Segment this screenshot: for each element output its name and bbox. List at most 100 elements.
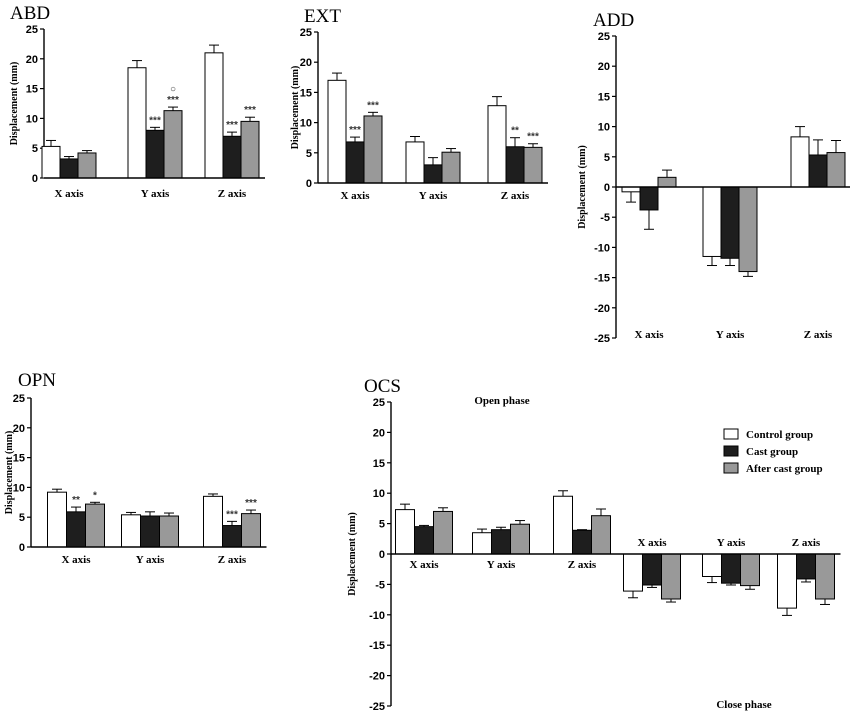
x-category-label: Z axis <box>568 559 597 571</box>
y-tick-label: 0 <box>604 182 610 194</box>
y-tick-label: 20 <box>26 54 38 66</box>
y-tick-label: 25 <box>26 24 38 36</box>
x-category-label: X axis <box>409 559 439 571</box>
bar <box>240 120 260 179</box>
x-category-label: X axis <box>634 329 664 341</box>
significance-mark: *** <box>367 100 379 111</box>
chart-title: OCS <box>364 376 401 397</box>
x-category-label: Z axis <box>501 190 530 202</box>
y-tick-label: -20 <box>594 303 610 315</box>
significance-mark: *** <box>244 105 256 116</box>
bar <box>441 151 461 184</box>
y-axis-label: Displacement (mm) <box>4 431 15 515</box>
y-tick-label: -15 <box>594 273 610 285</box>
legend-label: Control group <box>746 429 813 441</box>
bar <box>423 164 443 184</box>
y-tick-label: -25 <box>594 333 610 345</box>
x-category-label: X axis <box>54 188 84 200</box>
legend: Control group Cast group After cast group <box>723 428 823 475</box>
y-tick-label: 25 <box>13 393 25 405</box>
y-tick-label: 0 <box>306 178 312 190</box>
bar <box>621 186 641 193</box>
y-axis-label: Displacement (mm) <box>9 62 20 146</box>
bar <box>720 186 740 259</box>
x-category-label: Y axis <box>717 537 746 549</box>
significance-mark: ** <box>72 495 80 506</box>
y-tick-label: -10 <box>594 242 610 254</box>
bar <box>523 146 543 184</box>
significance-mark: *** <box>226 120 238 131</box>
x-category-label: X axis <box>61 554 91 566</box>
y-tick-label: 20 <box>373 427 385 439</box>
significance-mark: ** <box>511 126 519 137</box>
y-tick-label: 5 <box>19 512 25 524</box>
y-tick-label: 10 <box>373 488 385 500</box>
bar <box>572 529 592 555</box>
chart-ocs: OCS -25 -20 -15 -10 -5 0 5 10 15 20 25 Displacement … <box>347 376 841 713</box>
bar <box>721 553 741 584</box>
bar <box>826 152 846 188</box>
bar <box>639 186 659 211</box>
bar <box>796 553 816 580</box>
y-tick-label: 10 <box>300 118 312 130</box>
chart-title: EXT <box>304 6 341 27</box>
chart-title: OPN <box>18 370 56 391</box>
bar <box>623 553 643 592</box>
significance-mark: *** <box>245 498 257 509</box>
bar <box>127 67 147 179</box>
chart-abd: ABD 0 5 10 15 20 25 Displacement (mm) X axis *** *… <box>9 3 265 200</box>
y-tick-label: 5 <box>32 143 38 155</box>
bar <box>77 152 97 179</box>
x-category-label: Z axis <box>792 537 821 549</box>
significance-mark: * <box>93 490 97 501</box>
x-category-label: X axis <box>637 537 667 549</box>
legend-label: Cast group <box>746 446 798 458</box>
bar <box>591 515 611 555</box>
chart-ext: EXT 0 5 10 15 20 25 Displacement (mm) *** *** X ax… <box>290 6 548 202</box>
y-tick-label: 25 <box>598 31 610 43</box>
y-tick-label: 5 <box>604 152 610 164</box>
bar <box>41 145 61 179</box>
bar <box>738 186 758 273</box>
significance-mark: ○ <box>170 84 176 95</box>
bar <box>140 515 160 548</box>
y-tick-label: 0 <box>19 542 25 554</box>
bar <box>204 52 224 179</box>
x-category-label: Z axis <box>218 554 247 566</box>
y-tick-label: 25 <box>373 397 385 409</box>
bar <box>59 158 79 179</box>
legend-swatch <box>723 445 739 457</box>
y-tick-label: 5 <box>306 148 312 160</box>
bar <box>433 510 453 555</box>
x-category-label: Y axis <box>141 188 170 200</box>
bar <box>163 110 183 179</box>
y-tick-label: 10 <box>26 113 38 125</box>
bar <box>363 115 383 184</box>
y-tick-label: 25 <box>300 27 312 39</box>
y-tick-label: 0 <box>379 549 385 561</box>
chart-add: ADD -25 -20 -15 -10 -5 0 5 10 15 20 25 Displacement … <box>577 10 850 345</box>
bar <box>159 515 179 548</box>
bar <box>661 553 681 600</box>
bar <box>815 553 835 600</box>
bar <box>222 135 242 179</box>
y-axis-label: Displacement (mm) <box>347 512 358 596</box>
significance-mark: *** <box>167 95 179 106</box>
y-tick-label: 0 <box>32 173 38 185</box>
open-phase-label: Open phase <box>474 395 529 407</box>
y-tick-label: 20 <box>300 57 312 69</box>
bar <box>345 141 365 184</box>
bar <box>395 509 415 555</box>
significance-mark: *** <box>527 132 539 143</box>
bar <box>241 513 261 548</box>
bar <box>553 495 573 555</box>
bar <box>47 491 67 548</box>
x-category-label: Y axis <box>487 559 516 571</box>
y-tick-label: 10 <box>13 482 25 494</box>
bar <box>405 141 425 184</box>
y-tick-label: 15 <box>26 84 38 96</box>
bar <box>203 495 223 548</box>
chart-title: ADD <box>593 10 634 31</box>
chart-title: ABD <box>10 3 50 24</box>
